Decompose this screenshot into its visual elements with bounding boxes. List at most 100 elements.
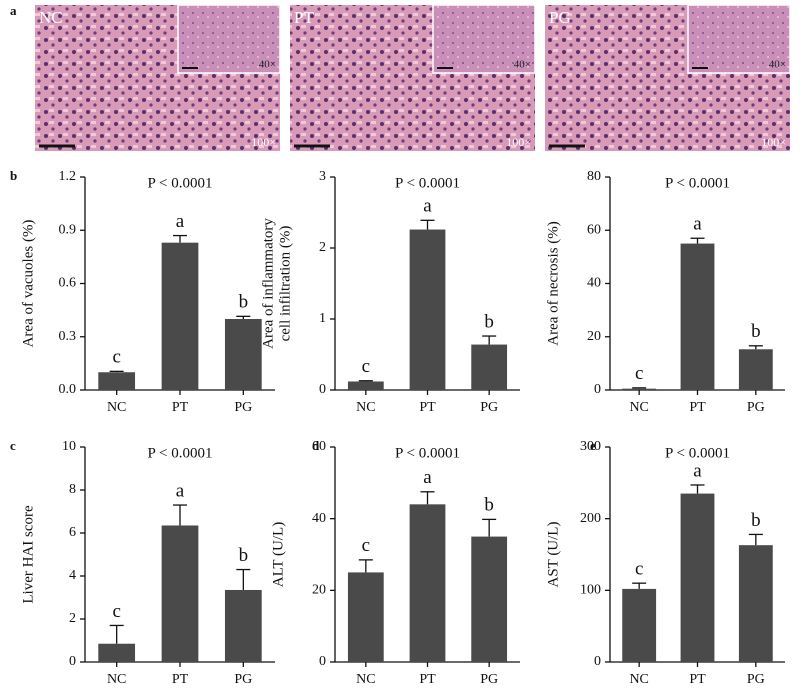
chart-title: P < 0.0001: [148, 445, 213, 461]
bar: [409, 504, 446, 662]
significance-letter: b: [751, 510, 761, 531]
significance-letter: a: [693, 214, 702, 235]
y-tick-label: 0.9: [59, 222, 77, 237]
micrograph-label: NC: [39, 8, 63, 27]
x-tick-label: PG: [234, 672, 252, 687]
y-tick-label: 60: [312, 439, 326, 454]
x-tick-label: NC: [107, 672, 126, 687]
panel-letter: c: [10, 438, 16, 453]
y-tick-label: 40: [587, 276, 601, 291]
x-tick-label: NC: [629, 400, 648, 415]
panel-letter: e: [590, 438, 596, 453]
inset-magnification: 40×: [259, 59, 276, 71]
bar: [347, 381, 384, 390]
significance-letter: a: [693, 460, 702, 481]
significance-letter: b: [484, 495, 494, 516]
y-tick-label: 80: [587, 169, 601, 184]
y-tick-label: 4: [69, 568, 76, 583]
bar: [738, 545, 773, 662]
x-tick-label: PT: [689, 400, 706, 415]
significance-letter: c: [112, 601, 120, 622]
y-tick-label: 6: [69, 525, 76, 540]
y-tick-label: 100: [580, 583, 601, 598]
chart-title: P < 0.0001: [665, 175, 730, 191]
significance-letter: a: [423, 467, 432, 488]
y-axis-label: AST (U/L): [545, 522, 561, 588]
bar: [161, 242, 199, 390]
micrograph-label: PT: [294, 8, 314, 27]
inset-magnification: 40×: [514, 59, 531, 71]
bar: [98, 643, 136, 662]
y-tick-label: 3: [319, 169, 326, 184]
x-tick-label: PG: [480, 400, 498, 415]
y-tick-label: 0.6: [59, 276, 77, 291]
inset-image: [687, 4, 791, 74]
x-tick-label: PG: [234, 400, 252, 415]
x-tick-label: PG: [480, 672, 498, 687]
x-tick-label: NC: [107, 400, 126, 415]
chart-title: P < 0.0001: [395, 445, 460, 461]
y-tick-label: 8: [69, 482, 76, 497]
bar: [622, 388, 657, 390]
significance-letter: c: [112, 347, 120, 368]
significance-letter: b: [239, 292, 249, 313]
bar: [98, 372, 136, 390]
bar: [161, 525, 199, 662]
magnification: 100×: [251, 135, 276, 149]
chart-title: P < 0.0001: [665, 445, 730, 461]
y-tick-label: 0: [319, 654, 326, 669]
chart-title: P < 0.0001: [148, 175, 213, 191]
micrograph-label: PG: [549, 8, 571, 27]
bar: [224, 319, 262, 390]
significance-letter: c: [635, 559, 643, 580]
x-tick-label: PT: [689, 672, 706, 687]
significance-letter: a: [423, 196, 432, 217]
x-tick-label: NC: [356, 400, 375, 415]
y-axis-label: Area of inflammatory: [260, 218, 276, 349]
y-tick-label: 0: [594, 654, 601, 669]
y-tick-label: 40: [312, 511, 326, 526]
y-tick-label: 0.3: [59, 329, 77, 344]
significance-letter: a: [176, 211, 185, 232]
magnification: 100×: [506, 135, 531, 149]
y-axis-label: Area of necrosis (%): [545, 221, 561, 346]
bar: [471, 536, 508, 662]
y-tick-label: 1: [319, 311, 326, 326]
bar: [738, 349, 773, 390]
x-tick-label: PT: [419, 672, 436, 687]
significance-letter: a: [176, 480, 185, 501]
significance-letter: c: [362, 356, 370, 377]
inset-magnification: 40×: [769, 59, 786, 71]
significance-letter: c: [362, 535, 370, 556]
y-tick-label: 2: [319, 240, 326, 255]
y-axis-label: ALT (U/L): [270, 522, 286, 587]
panel-letter: d: [312, 438, 320, 453]
x-tick-label: PT: [172, 672, 189, 687]
y-tick-label: 300: [580, 439, 601, 454]
y-tick-label: 20: [587, 329, 601, 344]
bar: [409, 229, 446, 390]
x-tick-label: PG: [747, 400, 765, 415]
bar: [224, 589, 262, 662]
y-tick-label: 10: [62, 439, 76, 454]
y-tick-label: 0: [69, 654, 76, 669]
y-tick-label: 20: [312, 583, 326, 598]
significance-letter: b: [751, 321, 761, 342]
y-axis-label: cell infiltration (%): [277, 226, 293, 342]
inset-image: [177, 4, 281, 74]
y-tick-label: 60: [587, 222, 601, 237]
significance-letter: b: [484, 311, 494, 332]
inset-image: [432, 4, 536, 74]
x-tick-label: PT: [172, 400, 189, 415]
x-tick-label: PG: [747, 672, 765, 687]
bar: [680, 243, 715, 390]
significance-letter: c: [635, 363, 643, 384]
y-tick-label: 0: [319, 382, 326, 397]
bar: [347, 572, 384, 662]
panel-letter: b: [10, 168, 17, 183]
y-axis-label: Area of vacuoles (%): [20, 220, 36, 348]
bar: [471, 344, 508, 390]
y-axis-label: Liver HAI score: [20, 505, 36, 604]
significance-letter: b: [239, 545, 249, 566]
